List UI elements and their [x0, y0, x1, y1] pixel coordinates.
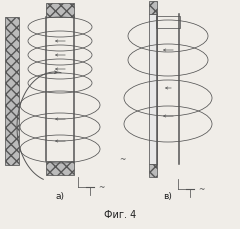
- Text: ~: ~: [119, 155, 125, 164]
- Bar: [46, 4, 74, 18]
- Text: Фиг. 4: Фиг. 4: [104, 209, 136, 219]
- Bar: [149, 15, 157, 164]
- Text: ~: ~: [198, 185, 204, 194]
- Bar: [156, 17, 180, 29]
- Bar: [5, 18, 19, 165]
- Text: а): а): [55, 192, 65, 201]
- Bar: [149, 2, 157, 15]
- Bar: [149, 164, 157, 177]
- Bar: [46, 161, 74, 175]
- Text: ~: ~: [98, 183, 104, 192]
- Text: в): в): [164, 192, 172, 201]
